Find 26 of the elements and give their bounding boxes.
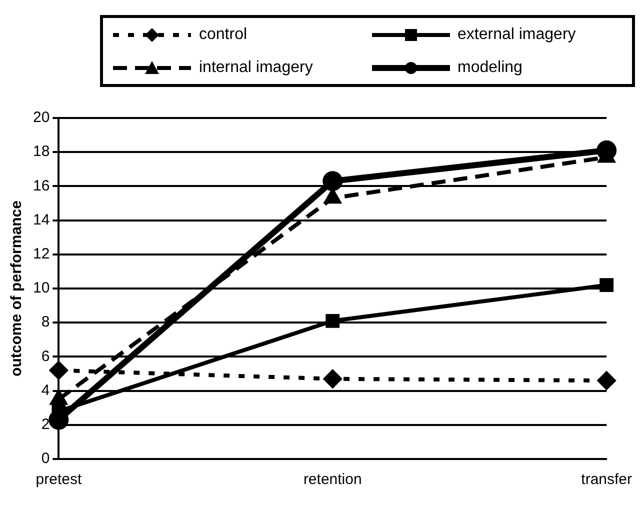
legend-label: modeling: [458, 58, 522, 76]
y-axis-title: outcome of performance: [8, 200, 26, 376]
y-tick-label: 12: [32, 246, 50, 263]
y-tick-label: 18: [32, 143, 50, 160]
point: [598, 372, 616, 390]
y-tick-label: 14: [32, 211, 50, 228]
x-tick-label: pretest: [36, 471, 82, 488]
y-tick-label: 6: [41, 348, 50, 365]
point: [600, 278, 614, 292]
y-tick-label: 2: [41, 416, 50, 434]
point: [324, 370, 342, 388]
legend-label: internal imagery: [199, 58, 313, 76]
point: [50, 361, 68, 380]
y-tick-label: 0: [41, 450, 50, 468]
point: [322, 171, 343, 192]
point: [326, 314, 340, 328]
legend-label: control: [199, 26, 248, 44]
y-tick-label: 4: [41, 382, 50, 399]
y-tick-label: 10: [32, 280, 50, 297]
x-tick-label: transfer: [581, 471, 632, 488]
y-tick-label: 8: [41, 314, 50, 331]
y-tick-label: 16: [32, 177, 50, 194]
x-tick-label: retention: [303, 471, 362, 488]
legend-label: external imagery: [458, 26, 576, 44]
point: [324, 189, 341, 204]
y-tick-label: 20: [32, 109, 50, 126]
